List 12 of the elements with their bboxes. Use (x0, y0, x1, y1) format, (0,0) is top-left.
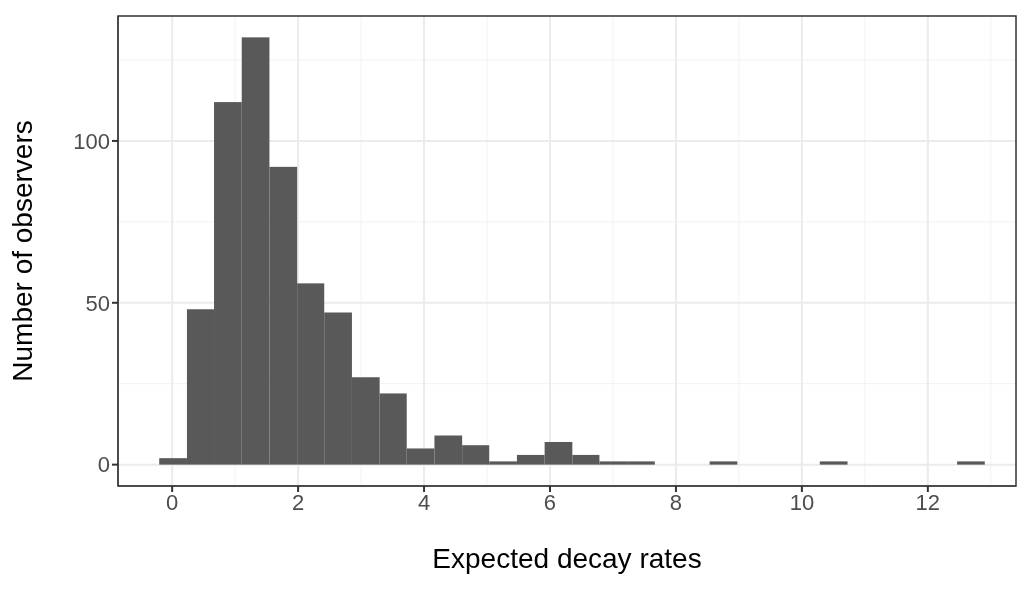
x-tick-label: 0 (166, 489, 179, 515)
y-tick-label: 100 (73, 128, 110, 154)
y-tick-label: 0 (97, 452, 110, 478)
y-axis-title: Number of observers (6, 120, 38, 382)
x-tick-label: 10 (789, 489, 815, 515)
x-tick-label: 8 (669, 489, 683, 515)
x-tick-label: 2 (291, 489, 305, 515)
y-tick-label: 50 (85, 290, 110, 316)
x-axis-title: Expected decay rates (432, 543, 702, 574)
x-tick-label: 4 (417, 489, 431, 515)
x-tick-label: 12 (915, 489, 941, 515)
x-tick-label: 6 (543, 489, 557, 515)
